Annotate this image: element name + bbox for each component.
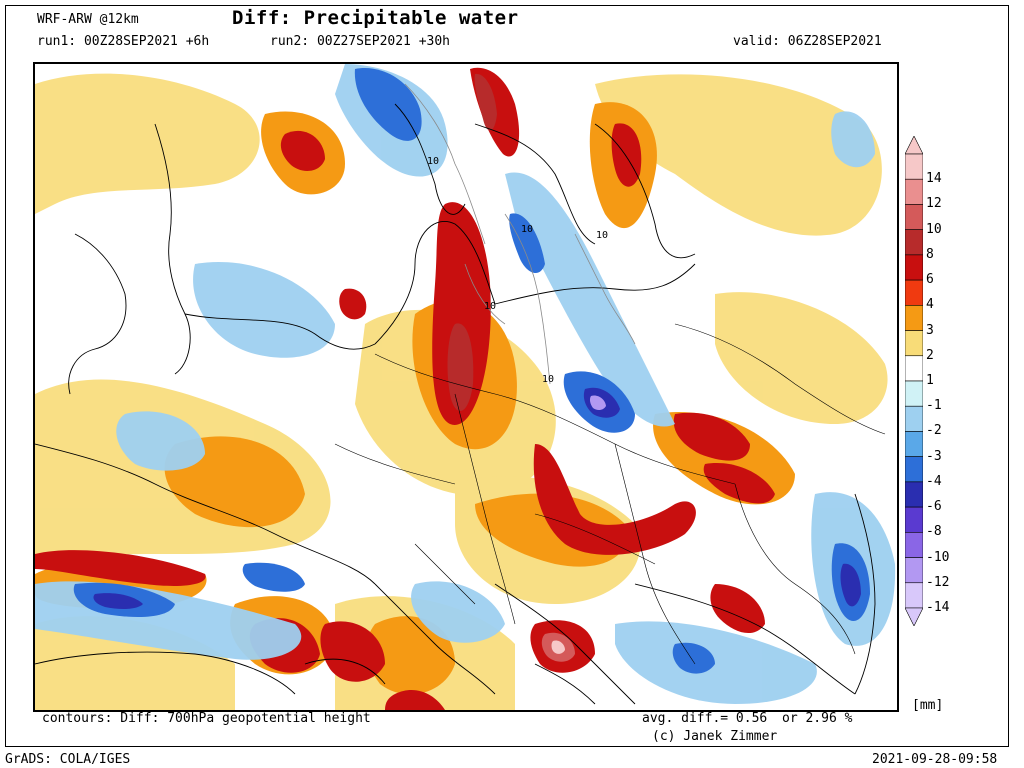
coastlines xyxy=(35,103,876,705)
colorbar-tick-label: -1 xyxy=(926,398,942,414)
contour-label: 10 xyxy=(427,156,439,167)
precipitable-water-diff-map: 10 10 10 10 10 xyxy=(35,64,897,710)
colorbar-tick-label: -6 xyxy=(926,499,942,515)
colorbar-cell xyxy=(905,506,923,533)
credit: (c) Janek Zimmer xyxy=(652,729,778,744)
colorbar-tick-label: -8 xyxy=(926,524,942,540)
avg-diff-percent: or 2.96 % xyxy=(782,711,853,726)
colorbar-cell xyxy=(905,229,923,256)
field-negative-light xyxy=(35,64,896,704)
country-borders xyxy=(334,323,886,665)
colorbar-cell xyxy=(905,305,923,331)
field-negative-strong xyxy=(93,387,861,609)
colorbar-cell xyxy=(905,481,923,508)
grads-label: GrADS: COLA/IGES xyxy=(5,752,131,767)
colorbar-tick-label: 4 xyxy=(926,297,934,313)
contour-label: 10 xyxy=(521,224,533,235)
run1-label: run1: 00Z28SEP2021 +6h xyxy=(37,34,210,49)
colorbar-cell xyxy=(905,582,923,609)
field-positive-extreme xyxy=(447,73,575,662)
colorbar-tick-label: 6 xyxy=(926,272,934,288)
colorbar xyxy=(905,136,923,626)
contours-caption: contours: Diff: 700hPa geopotential heig… xyxy=(42,711,371,726)
colorbar-tick-label: 12 xyxy=(926,196,942,212)
valid-label: valid: 06Z28SEP2021 xyxy=(733,34,882,49)
contour-labels: 10 10 10 10 10 xyxy=(427,156,608,385)
geopotential-contours xyxy=(404,83,636,385)
colorbar-cell xyxy=(905,153,923,180)
colorbar-tick-label: -3 xyxy=(926,448,942,464)
colorbar-cell xyxy=(905,330,923,357)
colorbar-tick-label: -12 xyxy=(926,574,950,590)
colorbar-tick-label: 8 xyxy=(926,246,934,262)
timestamp: 2021-09-28-09:58 xyxy=(872,752,998,767)
map-panel: 10 10 10 10 10 xyxy=(33,62,899,712)
model-label: WRF-ARW @12km xyxy=(37,12,139,27)
colorbar-tick-label: -2 xyxy=(926,423,942,439)
field-positive-strong xyxy=(35,67,775,710)
colorbar-unit: [mm] xyxy=(912,698,944,713)
colorbar-tick-label: -14 xyxy=(926,600,950,615)
run2-label: run2: 00Z27SEP2021 +30h xyxy=(270,34,451,49)
colorbar-tick-label: 10 xyxy=(926,221,942,237)
colorbar-tick-label: -10 xyxy=(926,549,950,565)
contour-label: 10 xyxy=(484,301,496,312)
contour-label: 10 xyxy=(596,230,608,241)
colorbar-cell xyxy=(905,431,923,457)
colorbar-top-arrow xyxy=(905,136,923,155)
figure-frame xyxy=(5,5,1009,747)
colorbar-tick-label: 1 xyxy=(926,373,934,388)
colorbar-cell xyxy=(905,456,923,483)
chart-title: Diff: Precipitable water xyxy=(232,7,519,29)
colorbar-tick-label: 14 xyxy=(926,171,942,187)
contour-label: 10 xyxy=(542,374,554,385)
colorbar-cell xyxy=(905,254,923,281)
colorbar-cell xyxy=(905,405,923,432)
colorbar-cell xyxy=(905,178,923,205)
colorbar-cell xyxy=(905,204,923,230)
avg-diff: avg. diff.= 0.56 xyxy=(642,711,768,726)
colorbar-cell xyxy=(905,532,923,558)
colorbar-bottom-arrow xyxy=(905,607,923,626)
colorbar-tick-label: -4 xyxy=(926,473,942,489)
colorbar-cell xyxy=(905,279,923,306)
colorbar-cell xyxy=(905,557,923,584)
colorbar-tick-label: 3 xyxy=(926,322,934,338)
colorbar-cell xyxy=(905,355,923,382)
colorbar-tick-label: 2 xyxy=(926,347,934,363)
colorbar-cell xyxy=(905,380,923,407)
